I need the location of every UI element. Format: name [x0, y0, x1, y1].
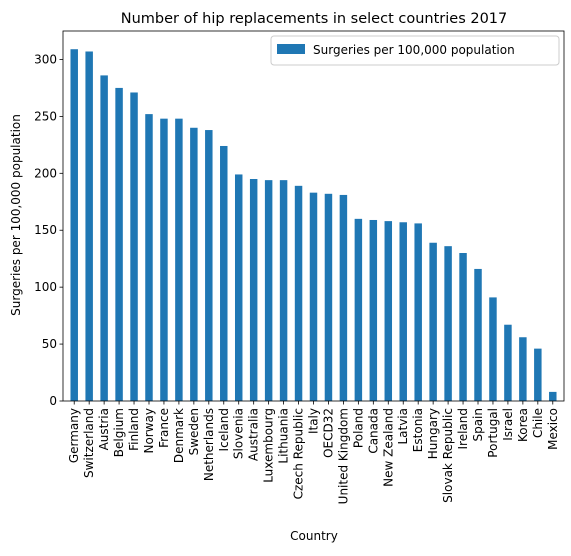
bar	[234, 174, 243, 401]
legend-label: Surgeries per 100,000 population	[313, 43, 515, 57]
x-tick-label: New Zealand	[381, 408, 395, 487]
bar	[85, 51, 93, 402]
x-tick-label: France	[157, 408, 171, 448]
chart-title: Number of hip replacements in select cou…	[121, 11, 508, 27]
x-tick-label: Spain	[471, 408, 485, 442]
x-tick-label: Poland	[351, 408, 365, 448]
bar	[534, 348, 542, 401]
bar	[205, 130, 213, 402]
x-tick-label: United Kingdom	[336, 408, 350, 504]
y-tick-label: 50	[42, 337, 57, 351]
y-tick-label: 150	[34, 223, 57, 237]
bar	[279, 180, 288, 401]
x-tick-label: Latvia	[396, 408, 410, 445]
x-tick-label: Norway	[142, 408, 156, 454]
bar	[519, 337, 527, 401]
x-tick-label: Ireland	[456, 408, 470, 450]
y-axis-label: Surgeries per 100,000 population	[9, 114, 23, 316]
y-tick-label: 0	[49, 394, 57, 408]
x-tick-label: Luxembourg	[262, 408, 276, 483]
x-tick-label: Estonia	[411, 408, 425, 452]
bar	[444, 246, 452, 401]
bar	[429, 242, 437, 401]
bar	[160, 118, 168, 401]
bar	[459, 253, 467, 401]
x-tick-label: Austria	[97, 408, 111, 450]
bar	[399, 222, 407, 401]
x-tick-label: Hungary	[426, 408, 440, 459]
x-tick-label: Finland	[127, 408, 141, 451]
x-tick-label: OECD32	[321, 408, 335, 458]
bar	[309, 192, 318, 401]
bar	[354, 218, 363, 401]
x-tick-label: Chile	[531, 408, 545, 438]
x-tick-label: Italy	[307, 408, 321, 434]
bar	[130, 92, 138, 401]
bar	[489, 297, 497, 401]
x-tick-label: Slovenia	[232, 408, 246, 459]
x-tick-label: Denmark	[172, 408, 186, 463]
x-tick-label: Slovak Republic	[441, 408, 455, 503]
y-tick-label: 200	[34, 166, 57, 180]
y-tick-label: 250	[34, 109, 57, 123]
x-tick-label: Canada	[366, 408, 380, 454]
x-tick-label: Korea	[516, 408, 530, 442]
x-tick-label: Belgium	[112, 408, 126, 457]
bar	[384, 221, 393, 401]
x-tick-label: Germany	[67, 408, 81, 463]
bar	[549, 391, 557, 401]
legend: Surgeries per 100,000 population	[270, 35, 560, 66]
bar	[115, 87, 123, 402]
labels-layer: Number of hip replacements in select cou…	[9, 11, 507, 543]
bar	[294, 185, 303, 401]
legend-swatch	[277, 44, 305, 54]
y-tick-label: 100	[34, 280, 57, 294]
bar	[100, 75, 108, 402]
bar	[249, 179, 258, 401]
bar	[145, 114, 153, 402]
legend-box	[270, 35, 560, 66]
bar	[220, 145, 228, 401]
x-tick-label: Lithuania	[277, 408, 291, 464]
bar	[339, 194, 348, 401]
x-tick-label: Czech Republic	[292, 408, 306, 499]
bars-layer	[70, 49, 557, 402]
x-tick-label: Mexico	[546, 408, 560, 450]
x-tick-label: Switzerland	[82, 408, 96, 478]
bar	[264, 180, 273, 401]
bar	[474, 268, 482, 401]
x-tick-label: Netherlands	[202, 408, 216, 481]
y-tick-label: 300	[34, 52, 57, 66]
bar	[324, 193, 333, 401]
x-tick-label: Sweden	[187, 408, 201, 455]
x-tick-label: Australia	[247, 408, 261, 461]
x-tick-label: Portugal	[486, 408, 500, 458]
bar	[504, 324, 512, 401]
bar	[369, 219, 378, 401]
bar	[70, 49, 78, 401]
bar	[190, 127, 198, 402]
bar	[414, 223, 422, 401]
bar	[175, 118, 183, 401]
x-tick-label: Iceland	[217, 408, 231, 451]
x-axis-label: Country	[290, 529, 338, 543]
x-tick-label: Israel	[501, 408, 515, 441]
